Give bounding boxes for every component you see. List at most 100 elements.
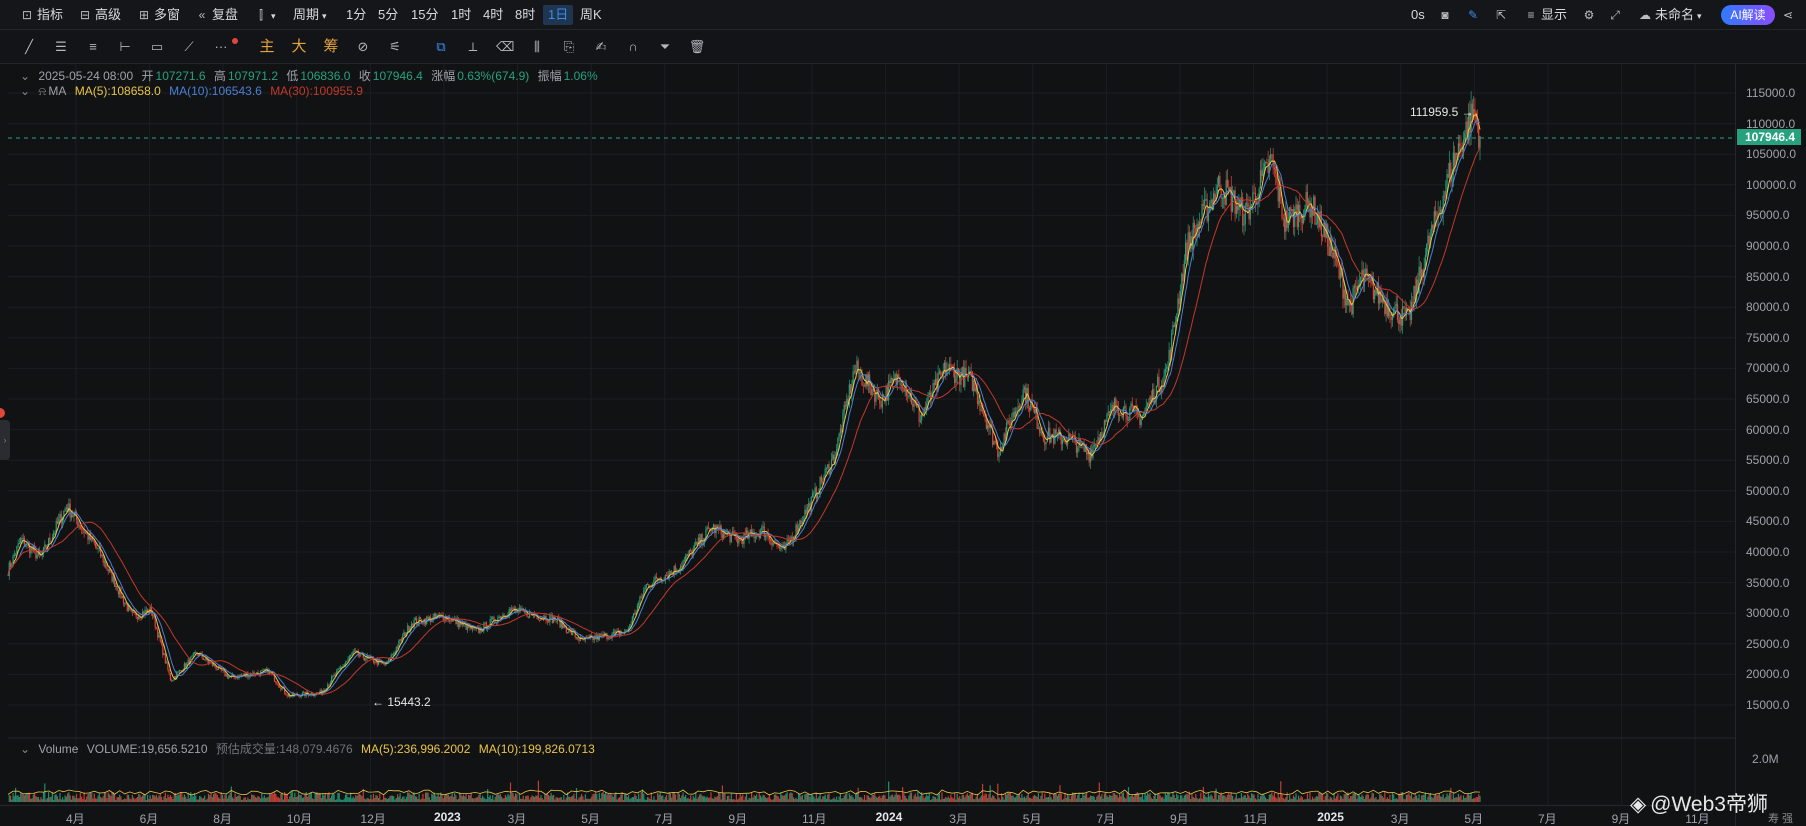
volume-bar — [487, 789, 489, 802]
ai-analysis-button[interactable]: AI解读 — [1721, 5, 1775, 25]
candle-body — [1112, 404, 1114, 412]
price-tick: 30000.0 — [1746, 606, 1790, 621]
chart-type-button[interactable]: ⫿ ▾ — [254, 5, 275, 25]
period-15m[interactable]: 15分 — [411, 7, 439, 22]
volume-bar — [1365, 795, 1367, 802]
collapse-icon[interactable]: ⌄ — [20, 84, 31, 98]
candle-body — [192, 653, 194, 656]
magic-brush-icon[interactable]: ⚟ — [389, 39, 401, 54]
period-8h[interactable]: 8时 — [515, 7, 536, 22]
camera-icon[interactable]: ◙ — [1441, 8, 1449, 22]
period-1h[interactable]: 1时 — [451, 7, 472, 22]
candle-body — [650, 586, 652, 588]
volume-bar — [419, 799, 422, 802]
horizontal-ray-icon[interactable]: ⊢ — [119, 39, 131, 54]
period-5m[interactable]: 5分 — [378, 7, 399, 22]
candle-body — [1479, 136, 1481, 148]
volume-bar — [111, 792, 113, 802]
volume-bar — [1060, 793, 1062, 802]
chips-button[interactable]: 筹 — [323, 38, 339, 55]
candle-body — [282, 687, 284, 689]
main-chip-button[interactable]: 主 — [259, 38, 275, 55]
candle-body — [563, 625, 565, 628]
candle-body — [388, 657, 390, 663]
share-icon[interactable]: ⋖ — [1782, 8, 1794, 22]
volume-bar — [553, 794, 555, 802]
candle-body — [1456, 152, 1458, 155]
candle-body — [553, 616, 555, 623]
formula-icon[interactable]: ⊘ — [357, 39, 369, 54]
candle-body — [487, 628, 489, 630]
collapse-icon[interactable]: ⌄ — [20, 742, 31, 756]
candle-body — [1429, 236, 1432, 246]
candle-body — [176, 672, 178, 679]
volume-bar — [966, 793, 968, 802]
period-1w[interactable]: 周K — [580, 7, 602, 22]
candle-body — [1445, 190, 1447, 196]
volume-bar — [588, 799, 590, 802]
side-panel-toggle[interactable]: › — [0, 420, 10, 460]
candle-body — [1223, 197, 1225, 199]
volume-bar — [898, 794, 900, 802]
candle-body — [262, 669, 264, 671]
pencil-line-icon[interactable]: ⟋ — [184, 39, 194, 54]
parallel-lines-icon[interactable]: ☰ — [55, 39, 67, 54]
date-axis[interactable]: 4月 6月 8月 10月 12月 2023 3月 5月 7月 9月 11月 2024 3月 5月 7月 9月 1… — [0, 805, 1735, 826]
price-axis[interactable]: 15000.0 20000.0 25000.0 30000.0 35000.0 40000… — [1735, 64, 1806, 826]
pen-icon[interactable]: ✎ — [1467, 8, 1479, 22]
volume-bar — [1239, 798, 1241, 802]
candle-body — [1242, 197, 1244, 226]
candle-body — [257, 672, 259, 674]
display-button[interactable]: ≡ 显示 — [1524, 5, 1567, 25]
trash-icon[interactable]: 🗑 — [688, 39, 706, 54]
volume-bar — [226, 798, 229, 802]
candle-body — [909, 393, 911, 397]
candle-compare-icon[interactable]: ⫼ — [534, 39, 540, 54]
candle-body — [1031, 401, 1033, 406]
candle-body — [372, 658, 375, 663]
more-tools-icon[interactable]: ··· — [214, 39, 228, 54]
volume-bar — [426, 792, 428, 802]
candle-body — [1349, 300, 1352, 306]
fullscreen-icon[interactable]: ⤢ — [1610, 8, 1620, 22]
indicator-button[interactable]: ⊡ 指标 — [20, 5, 63, 25]
replay-button[interactable]: «复盘 — [195, 5, 238, 25]
layout-save-button[interactable]: ☁ 未命名 ▾ — [1638, 5, 1702, 25]
volume-bar — [501, 796, 503, 802]
horizontal-lines-icon[interactable]: ≡ — [89, 39, 97, 54]
magnet-icon[interactable]: ∩ — [628, 39, 638, 54]
popout-icon[interactable]: ⇱ — [1495, 8, 1507, 22]
collapse-icon[interactable]: ⌄ — [20, 69, 31, 83]
copy-drawings-icon[interactable]: ⧉ — [436, 39, 446, 54]
volume-bar — [1124, 797, 1126, 802]
candle-body — [894, 374, 896, 379]
volume-bar — [252, 795, 254, 802]
volume-bar — [674, 794, 677, 802]
edit-note-icon[interactable]: ✍ — [595, 39, 607, 54]
advanced-button[interactable]: ⊟ 高级 — [78, 5, 121, 25]
period-4h[interactable]: 4时 — [483, 7, 504, 22]
volume-bar — [1131, 794, 1133, 802]
period-1m[interactable]: 1分 — [346, 7, 367, 22]
settings-gear-icon[interactable]: ⚙ — [1583, 8, 1595, 22]
volume-bar — [665, 794, 668, 802]
rectangle-icon[interactable]: ▭ — [150, 39, 164, 54]
volume-bar — [466, 799, 468, 802]
period-1d[interactable]: 1日 — [543, 5, 574, 25]
clipboard-icon[interactable]: ⎘ — [563, 39, 575, 54]
period-dropdown[interactable]: 周期 ▾ — [293, 7, 327, 22]
ruler-icon[interactable]: ⟂ — [468, 39, 478, 54]
candle-body — [907, 395, 909, 397]
bell-icon[interactable]: ⍾ — [38, 84, 47, 98]
big-chip-button[interactable]: 大 — [291, 38, 307, 55]
multi-window-button[interactable]: ⊞ 多窗 — [137, 5, 180, 25]
eraser-icon[interactable]: ⌫ — [496, 39, 515, 54]
candle-body — [154, 616, 156, 628]
volume-bar — [880, 798, 882, 802]
trend-line-icon[interactable]: ╱ — [25, 39, 33, 54]
candle-body — [593, 636, 595, 641]
candle-body — [78, 524, 80, 527]
volume-bar — [286, 794, 288, 802]
filter-icon[interactable]: ⏷ — [659, 39, 671, 54]
